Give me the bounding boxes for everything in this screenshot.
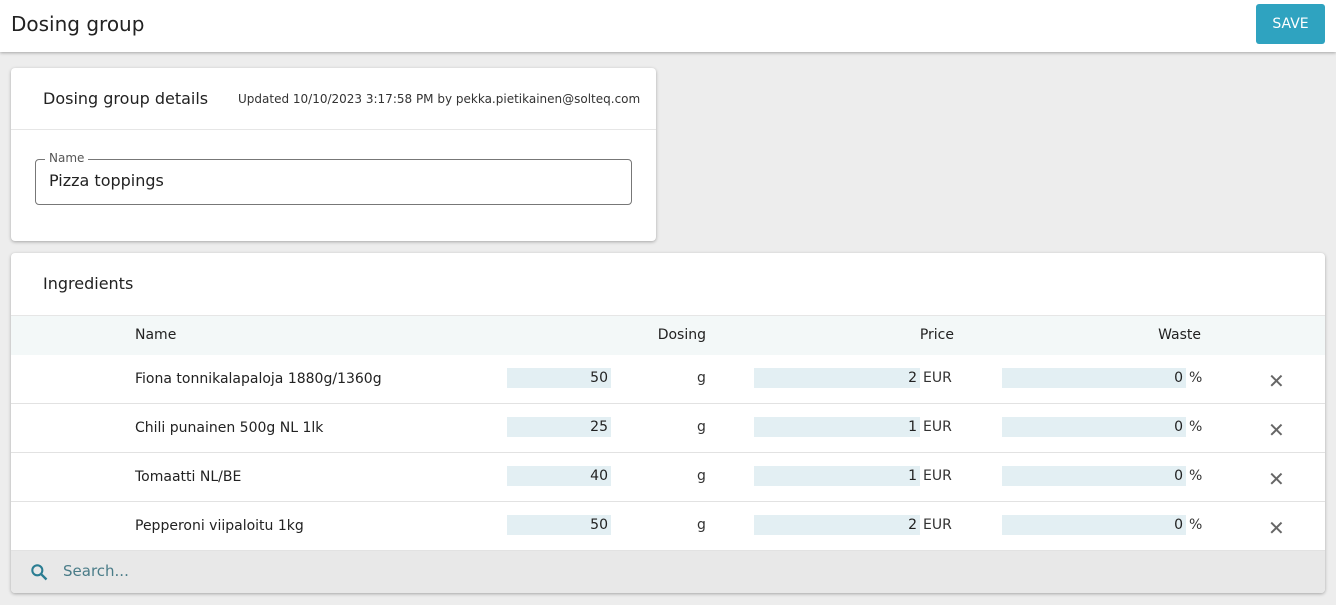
search-input[interactable]: [63, 562, 463, 580]
ingredient-name: Tomaatti NL/BE: [135, 469, 242, 485]
ingredients-card: Ingredients Name Dosing Price Waste Fion…: [11, 253, 1325, 593]
table-row: Chili punainen 500g NL 1lk 25 g 1 EUR 0 …: [11, 404, 1325, 453]
details-card: Dosing group details Updated 10/10/2023 …: [11, 68, 656, 241]
search-icon: [31, 564, 48, 581]
dosing-input[interactable]: 25: [507, 417, 611, 437]
waste-input[interactable]: 0: [1002, 466, 1186, 486]
close-icon[interactable]: ✕: [1268, 418, 1285, 442]
close-icon[interactable]: ✕: [1268, 467, 1285, 491]
name-field[interactable]: Name: [35, 151, 632, 205]
waste-unit: %: [1189, 517, 1203, 533]
ingredient-name: Fiona tonnikalapaloja 1880g/1360g: [135, 371, 382, 387]
updated-info: Updated 10/10/2023 3:17:58 PM by pekka.p…: [238, 92, 641, 106]
save-button[interactable]: SAVE: [1256, 4, 1325, 44]
col-dosing: Dosing: [657, 327, 706, 343]
table-header: Name Dosing Price Waste: [11, 315, 1325, 355]
ingredient-name: Chili punainen 500g NL 1lk: [135, 420, 324, 436]
dosing-input[interactable]: 50: [507, 368, 611, 388]
waste-unit: %: [1189, 468, 1203, 484]
page-title: Dosing group: [11, 12, 145, 36]
price-unit: EUR: [923, 419, 952, 435]
dosing-input[interactable]: 40: [507, 466, 611, 486]
price-unit: EUR: [923, 517, 952, 533]
price-unit: EUR: [923, 468, 952, 484]
table-row: Tomaatti NL/BE 40 g 1 EUR 0 % ✕: [11, 453, 1325, 502]
price-unit: EUR: [923, 370, 952, 386]
col-waste: Waste: [1158, 327, 1201, 343]
col-price: Price: [919, 327, 954, 343]
close-icon[interactable]: ✕: [1268, 369, 1285, 393]
price-input[interactable]: 1: [754, 417, 920, 437]
ingredients-title: Ingredients: [43, 274, 134, 293]
table-row: Fiona tonnikalapaloja 1880g/1360g 50 g 2…: [11, 355, 1325, 404]
waste-input[interactable]: 0: [1002, 515, 1186, 535]
dosing-unit: g: [697, 468, 706, 484]
dosing-unit: g: [697, 419, 706, 435]
top-bar: Dosing group SAVE: [0, 0, 1336, 52]
price-input[interactable]: 1: [754, 466, 920, 486]
col-name: Name: [135, 327, 177, 343]
ingredient-name: Pepperoni viipaloitu 1kg: [135, 518, 304, 534]
close-icon[interactable]: ✕: [1268, 516, 1285, 540]
dosing-unit: g: [697, 370, 706, 386]
price-input[interactable]: 2: [754, 515, 920, 535]
table-row: Pepperoni viipaloitu 1kg 50 g 2 EUR 0 % …: [11, 502, 1325, 551]
price-input[interactable]: 2: [754, 368, 920, 388]
waste-unit: %: [1189, 370, 1203, 386]
dosing-unit: g: [697, 517, 706, 533]
name-label: Name: [45, 151, 89, 165]
name-input[interactable]: [49, 171, 609, 190]
search-bar[interactable]: [11, 551, 1325, 593]
waste-unit: %: [1189, 419, 1203, 435]
waste-input[interactable]: 0: [1002, 368, 1186, 388]
dosing-input[interactable]: 50: [507, 515, 611, 535]
details-title: Dosing group details: [43, 89, 209, 108]
waste-input[interactable]: 0: [1002, 417, 1186, 437]
